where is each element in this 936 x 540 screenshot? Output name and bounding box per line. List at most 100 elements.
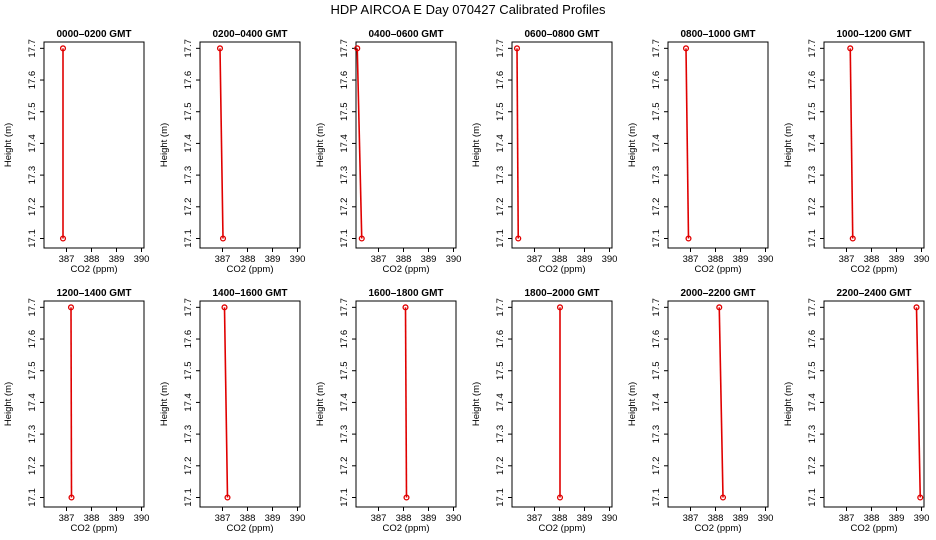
y-axis-label: Height (m) xyxy=(159,123,170,167)
profile-point xyxy=(513,45,521,52)
y-tick-label: 17.4 xyxy=(27,134,38,153)
panel-title: 1200–1400 GMT xyxy=(56,288,131,299)
x-tick-label: 390 xyxy=(446,513,462,524)
chart-panel-7: 1200–1400 GMT 387 388 389 390 17.1 17.2 17.3 17.… xyxy=(3,288,149,534)
y-tick-label: 17.5 xyxy=(339,102,350,121)
plot-frame xyxy=(667,41,769,249)
y-tick-label: 17.6 xyxy=(27,71,38,90)
profile-point xyxy=(403,494,410,501)
x-tick-label: 390 xyxy=(602,254,618,265)
x-axis-label: CO2 (ppm) xyxy=(539,264,586,275)
y-tick-label: 17.5 xyxy=(807,361,818,380)
x-tick-label: 388 xyxy=(396,254,412,265)
x-tick-label: 388 xyxy=(240,254,256,265)
y-tick-label: 17.1 xyxy=(27,229,38,248)
plot-frame xyxy=(43,300,145,508)
x-tick-label: 388 xyxy=(552,254,568,265)
x-tick-label: 390 xyxy=(602,513,618,524)
y-tick-label: 17.6 xyxy=(183,330,194,349)
x-tick-label: 389 xyxy=(109,254,125,265)
y-tick-label: 17.2 xyxy=(339,457,350,476)
y-axis-label: Height (m) xyxy=(627,123,638,167)
y-tick-label: 17.5 xyxy=(27,102,38,121)
x-tick-label: 387 xyxy=(371,513,387,524)
plot-frame xyxy=(43,41,145,249)
x-tick-label: 389 xyxy=(265,513,281,524)
profile-point xyxy=(216,45,224,52)
panel-title: 0200–0400 GMT xyxy=(212,29,287,40)
y-tick-label: 17.3 xyxy=(183,166,194,185)
panel-title: 0600–0800 GMT xyxy=(524,29,599,40)
x-axis-label: CO2 (ppm) xyxy=(227,523,274,534)
profile-point xyxy=(917,494,924,501)
profile-line xyxy=(718,307,724,498)
y-tick-label: 17.7 xyxy=(807,39,818,58)
y-tick-label: 17.7 xyxy=(495,39,506,58)
x-axis-label: CO2 (ppm) xyxy=(227,264,274,275)
x-tick-label: 388 xyxy=(864,513,880,524)
y-tick-label: 17.4 xyxy=(495,393,506,412)
y-tick-label: 17.3 xyxy=(339,166,350,185)
profile-point xyxy=(849,235,856,242)
profile-line xyxy=(223,307,229,498)
panel-title: 1800–2000 GMT xyxy=(524,288,599,299)
y-tick-label: 17.5 xyxy=(183,361,194,380)
y-tick-label: 17.3 xyxy=(651,425,662,444)
y-tick-label: 17.4 xyxy=(807,393,818,412)
y-tick-label: 17.7 xyxy=(339,39,350,58)
profile-line xyxy=(404,307,408,498)
y-tick-label: 17.6 xyxy=(495,330,506,349)
x-tick-label: 390 xyxy=(914,513,930,524)
x-tick-label: 389 xyxy=(733,513,749,524)
profile-line xyxy=(849,48,854,239)
profile-point xyxy=(913,304,920,311)
y-tick-label: 17.5 xyxy=(27,361,38,380)
profile-point xyxy=(716,304,723,311)
x-axis-label: CO2 (ppm) xyxy=(71,523,118,534)
y-axis-label: Height (m) xyxy=(3,123,14,167)
y-tick-label: 17.5 xyxy=(651,102,662,121)
y-tick-label: 17.1 xyxy=(807,488,818,507)
y-tick-label: 17.7 xyxy=(651,39,662,58)
y-tick-label: 17.7 xyxy=(27,298,38,317)
panel-title: 0400–0600 GMT xyxy=(368,29,443,40)
chart-panel-6: 1000–1200 GMT 387 388 389 390 17.1 17.2 17.3 17.… xyxy=(783,29,929,275)
y-tick-label: 17.3 xyxy=(651,166,662,185)
y-tick-label: 17.1 xyxy=(495,488,506,507)
profile-point xyxy=(719,494,727,501)
panel-title: 1000–1200 GMT xyxy=(836,29,911,40)
y-axis-label: Height (m) xyxy=(471,123,482,167)
y-tick-label: 17.7 xyxy=(27,39,38,58)
y-axis-label: Height (m) xyxy=(315,382,326,426)
y-axis-label: Height (m) xyxy=(471,382,482,426)
x-tick-label: 387 xyxy=(371,254,387,265)
y-axis-label: Height (m) xyxy=(159,382,170,426)
y-tick-label: 17.3 xyxy=(807,166,818,185)
profile-point xyxy=(556,494,564,501)
x-tick-label: 389 xyxy=(889,513,905,524)
y-tick-label: 17.6 xyxy=(339,71,350,90)
x-tick-label: 389 xyxy=(577,254,593,265)
x-tick-label: 388 xyxy=(84,254,100,265)
profile-point xyxy=(59,45,67,52)
y-tick-label: 17.2 xyxy=(183,457,194,476)
y-tick-label: 17.3 xyxy=(27,166,38,185)
y-tick-label: 17.1 xyxy=(339,488,350,507)
x-tick-label: 387 xyxy=(59,513,75,524)
figure-title: HDP AIRCOA E Day 070427 Calibrated Profi… xyxy=(330,2,606,17)
y-tick-label: 17.7 xyxy=(651,298,662,317)
y-tick-label: 17.2 xyxy=(27,198,38,217)
profile-line xyxy=(915,307,922,498)
x-tick-label: 387 xyxy=(683,513,699,524)
x-tick-label: 390 xyxy=(134,254,150,265)
x-tick-label: 387 xyxy=(839,513,855,524)
x-tick-label: 389 xyxy=(109,513,125,524)
y-tick-label: 17.3 xyxy=(495,425,506,444)
panel-title: 0800–1000 GMT xyxy=(680,29,755,40)
profile-point xyxy=(354,45,361,52)
y-tick-label: 17.4 xyxy=(339,393,350,412)
x-axis-label: CO2 (ppm) xyxy=(851,523,898,534)
y-tick-label: 17.4 xyxy=(651,393,662,412)
profile-line xyxy=(219,48,224,239)
